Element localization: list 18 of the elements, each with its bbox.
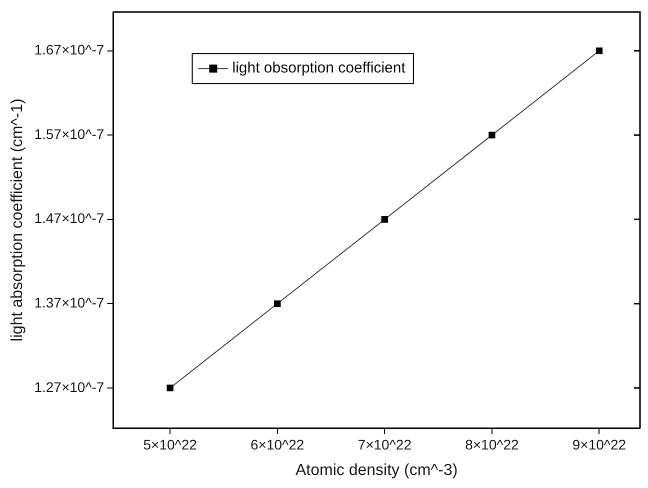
y-tick-label: 1.37×10^-7 bbox=[34, 294, 104, 311]
point bbox=[381, 216, 388, 223]
point bbox=[274, 300, 281, 307]
y-axis-title: light absorption coefficient (cm^-1) bbox=[9, 98, 26, 342]
x-tick-label: 6×10^22 bbox=[250, 436, 304, 452]
legend-label: light obsorption coefficient bbox=[232, 60, 406, 77]
x-axis-title: Atomic density (cm^-3) bbox=[296, 462, 458, 479]
x-tick-label: 8×10^22 bbox=[465, 436, 519, 452]
point bbox=[166, 384, 174, 392]
x-tick-label: 7×10^22 bbox=[358, 436, 412, 452]
point bbox=[488, 132, 496, 138]
x-tick-label: 5×10^22 bbox=[143, 436, 198, 452]
y-tick-label: 1.57×10^-7 bbox=[34, 126, 104, 142]
x-tick-label: 9×10^22 bbox=[572, 436, 626, 452]
y-tick-label: 1.67×10^-7 bbox=[34, 42, 104, 58]
point bbox=[596, 47, 603, 54]
y-tick-label: 1.47×10^-7 bbox=[34, 210, 104, 226]
y-tick-label: 1.27×10^-7 bbox=[34, 378, 104, 395]
